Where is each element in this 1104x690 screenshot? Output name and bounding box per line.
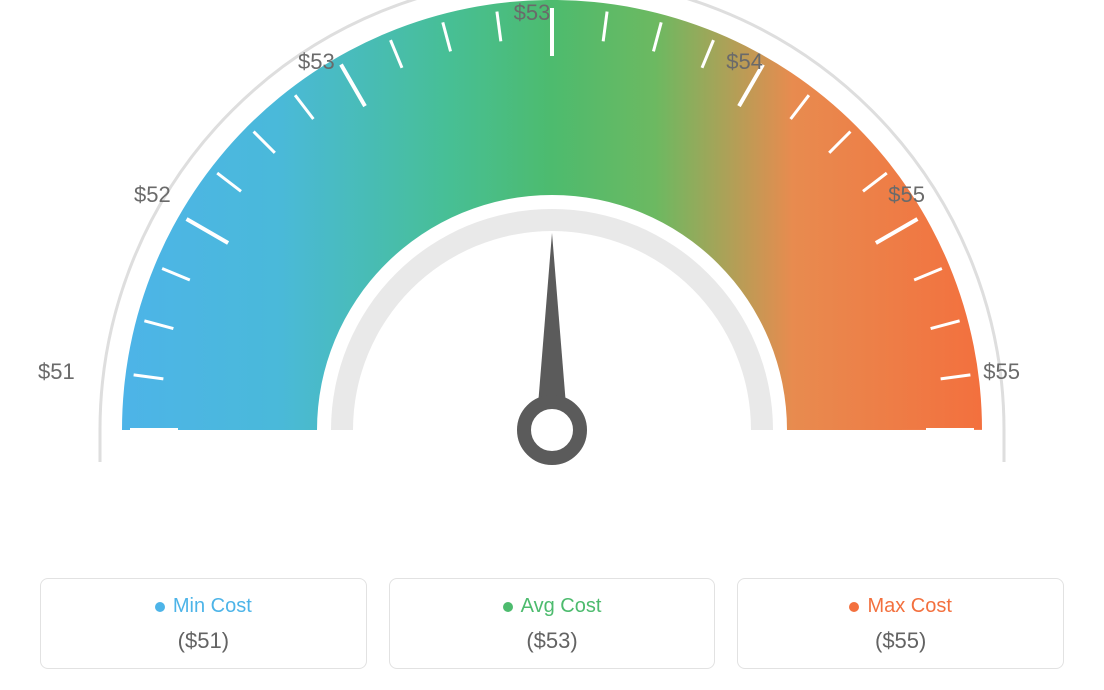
legend-min-text: Min Cost [173,595,252,618]
legend-min-dot [155,602,165,612]
svg-text:$55: $55 [888,182,925,207]
legend-row: Min Cost ($51) Avg Cost ($53) Max Cost (… [0,578,1104,669]
svg-text:$51: $51 [38,359,75,384]
legend-max-dot [849,602,859,612]
legend-min-value: ($51) [41,628,366,654]
legend-max-value: ($55) [738,628,1063,654]
gauge-svg: $51 $52 $53 $53 $54 $55 $55 [0,0,1104,570]
legend-avg-label: Avg Cost [390,595,715,618]
legend-avg-text: Avg Cost [521,595,602,618]
legend-avg-value: ($53) [390,628,715,654]
svg-text:$52: $52 [134,182,171,207]
legend-max-card: Max Cost ($55) [737,578,1064,669]
legend-min-label: Min Cost [41,595,366,618]
svg-text:$55: $55 [983,359,1020,384]
legend-avg-card: Avg Cost ($53) [389,578,716,669]
legend-max-label: Max Cost [738,595,1063,618]
legend-avg-dot [503,602,513,612]
svg-text:$53: $53 [514,0,551,25]
legend-min-card: Min Cost ($51) [40,578,367,669]
cost-gauge-chart: $51 $52 $53 $53 $54 $55 $55 [0,0,1104,570]
svg-text:$53: $53 [298,49,335,74]
legend-max-text: Max Cost [867,595,951,618]
svg-text:$54: $54 [726,49,763,74]
